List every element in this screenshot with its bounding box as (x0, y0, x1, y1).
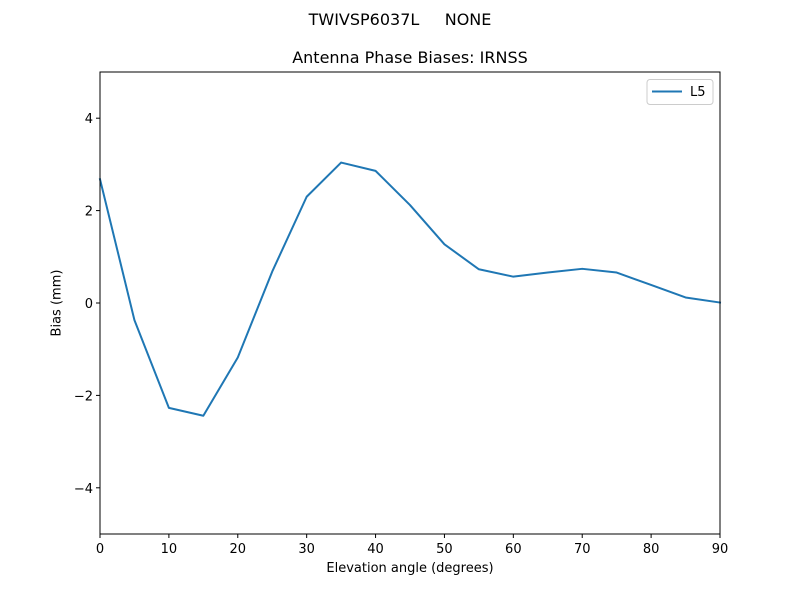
x-tick-label: 80 (643, 542, 660, 557)
legend: L5 (646, 79, 714, 105)
x-tick-label: 70 (574, 542, 591, 557)
x-tick-label: 40 (367, 542, 384, 557)
y-tick-label: 0 (85, 297, 93, 312)
series-line-l5 (98, 161, 722, 417)
axes-frame (99, 71, 721, 535)
x-tick-label: 50 (436, 542, 453, 557)
data-series (98, 161, 722, 417)
legend-label: L5 (690, 85, 706, 100)
x-tick-label: 60 (505, 542, 522, 557)
figure-suptitle: TWIVSP6037L NONE (308, 10, 492, 29)
x-tick-label: 90 (712, 542, 729, 557)
x-axis-label: Elevation angle (degrees) (326, 561, 494, 576)
y-tick-label: 4 (85, 112, 93, 127)
y-tick-label: 2 (85, 205, 93, 220)
chart-title: Antenna Phase Biases: IRNSS (292, 48, 528, 67)
x-tick-label: 10 (161, 542, 178, 557)
y-tick-label: −2 (74, 389, 93, 404)
x-tick-label: 30 (298, 542, 315, 557)
y-tick-label: −4 (74, 482, 93, 497)
axis-ticks: 0 10 20 30 40 50 60 70 80 90 −4 −2 0 2 4 (74, 112, 728, 557)
x-tick-label: 20 (230, 542, 247, 557)
x-tick-label: 0 (96, 542, 104, 557)
